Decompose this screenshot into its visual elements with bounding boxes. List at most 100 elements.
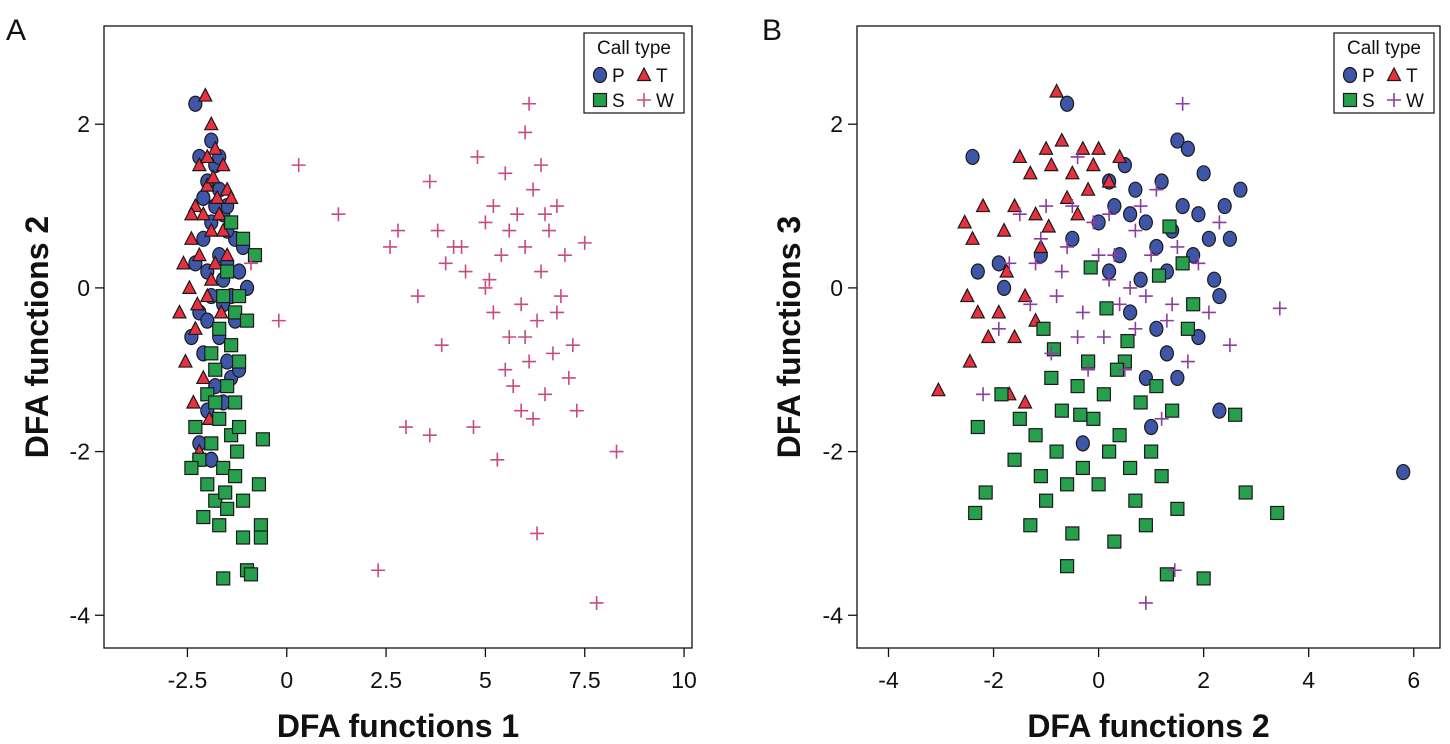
point-w bbox=[589, 595, 604, 610]
point-w bbox=[561, 370, 576, 385]
point-p bbox=[1222, 230, 1238, 247]
point-t bbox=[991, 304, 1007, 319]
x-tick-label: 0 bbox=[1092, 667, 1105, 693]
point-t bbox=[975, 197, 991, 213]
point-s bbox=[228, 305, 243, 320]
point-p bbox=[1180, 140, 1195, 157]
point-t bbox=[1017, 394, 1033, 409]
point-w bbox=[478, 280, 493, 295]
legend-marker-t bbox=[636, 66, 652, 82]
point-t bbox=[209, 189, 225, 204]
point-p bbox=[970, 263, 985, 280]
point-t bbox=[930, 381, 946, 397]
point-t bbox=[211, 205, 227, 221]
point-w bbox=[534, 158, 549, 173]
point-s bbox=[1075, 460, 1090, 476]
legend-marker-p bbox=[592, 66, 608, 84]
point-w bbox=[538, 387, 552, 402]
point-w bbox=[331, 207, 346, 222]
point-t bbox=[195, 205, 211, 221]
point-s bbox=[1154, 469, 1169, 484]
x-tick-label: 7.5 bbox=[569, 667, 601, 693]
point-p bbox=[1396, 463, 1411, 481]
point-t bbox=[1041, 218, 1057, 233]
point-s bbox=[1096, 387, 1111, 402]
point-t bbox=[215, 222, 231, 237]
point-t bbox=[1080, 181, 1096, 196]
point-w bbox=[383, 239, 398, 254]
point-t bbox=[213, 304, 229, 319]
point-p bbox=[200, 312, 215, 329]
point-t bbox=[1049, 83, 1065, 98]
point-t bbox=[1064, 165, 1080, 180]
point-w bbox=[530, 526, 545, 541]
point-w bbox=[991, 321, 1006, 336]
point-t bbox=[1075, 140, 1091, 155]
legend-title: Call type bbox=[597, 38, 671, 59]
point-s bbox=[216, 460, 231, 476]
point-t bbox=[195, 369, 211, 385]
point-s bbox=[220, 264, 235, 279]
point-w bbox=[1159, 313, 1174, 328]
point-t bbox=[1085, 156, 1101, 172]
point-s bbox=[255, 432, 271, 447]
point-s bbox=[228, 469, 243, 484]
point-w bbox=[976, 387, 991, 402]
point-s bbox=[216, 288, 231, 304]
point-w bbox=[1201, 305, 1216, 320]
point-s bbox=[970, 419, 985, 435]
point-s bbox=[196, 509, 211, 525]
point-t bbox=[181, 279, 197, 294]
point-s bbox=[1091, 477, 1106, 492]
point-w bbox=[534, 264, 549, 279]
point-w bbox=[1060, 239, 1075, 254]
point-w bbox=[514, 403, 529, 418]
point-s bbox=[253, 530, 269, 545]
point-s bbox=[235, 530, 251, 545]
point-s bbox=[1270, 505, 1285, 521]
x-tick-label: 10 bbox=[671, 667, 697, 693]
point-t bbox=[957, 214, 973, 229]
point-s bbox=[200, 477, 215, 492]
point-t bbox=[959, 287, 975, 303]
point-w bbox=[502, 330, 517, 344]
point-t bbox=[175, 255, 191, 270]
point-w bbox=[518, 330, 533, 344]
point-p bbox=[1233, 181, 1248, 198]
point-p bbox=[1144, 418, 1159, 436]
point-w bbox=[1044, 346, 1059, 361]
point-s bbox=[1044, 370, 1059, 386]
point-s bbox=[1059, 477, 1075, 492]
point-w bbox=[569, 403, 584, 418]
point-w bbox=[514, 297, 529, 312]
point-t bbox=[189, 295, 205, 311]
point-s bbox=[228, 395, 243, 410]
point-t bbox=[199, 177, 215, 192]
point-w bbox=[486, 305, 501, 320]
point-t bbox=[1028, 205, 1044, 221]
legend-label-w: W bbox=[656, 91, 674, 112]
point-w bbox=[1002, 256, 1017, 271]
point-t bbox=[203, 271, 219, 286]
point-s bbox=[253, 518, 269, 533]
point-w bbox=[466, 420, 481, 435]
point-p bbox=[1175, 197, 1190, 215]
y-tick-label: 0 bbox=[830, 275, 843, 301]
point-s bbox=[231, 354, 247, 369]
plot-frame bbox=[856, 25, 1441, 649]
point-s bbox=[1123, 460, 1138, 476]
legend-label-t: T bbox=[1406, 66, 1418, 87]
point-w bbox=[434, 338, 449, 353]
point-s bbox=[212, 518, 227, 533]
y-tick-label: -4 bbox=[823, 602, 844, 628]
point-p bbox=[1138, 214, 1153, 231]
point-w bbox=[398, 420, 413, 435]
point-p bbox=[1170, 132, 1185, 149]
legend-label-p: P bbox=[1362, 66, 1375, 87]
point-w bbox=[1086, 215, 1101, 230]
point-t bbox=[1033, 238, 1049, 254]
point-w bbox=[498, 166, 513, 181]
point-s bbox=[1107, 534, 1122, 549]
point-p bbox=[1123, 304, 1138, 321]
point-w bbox=[422, 174, 437, 189]
